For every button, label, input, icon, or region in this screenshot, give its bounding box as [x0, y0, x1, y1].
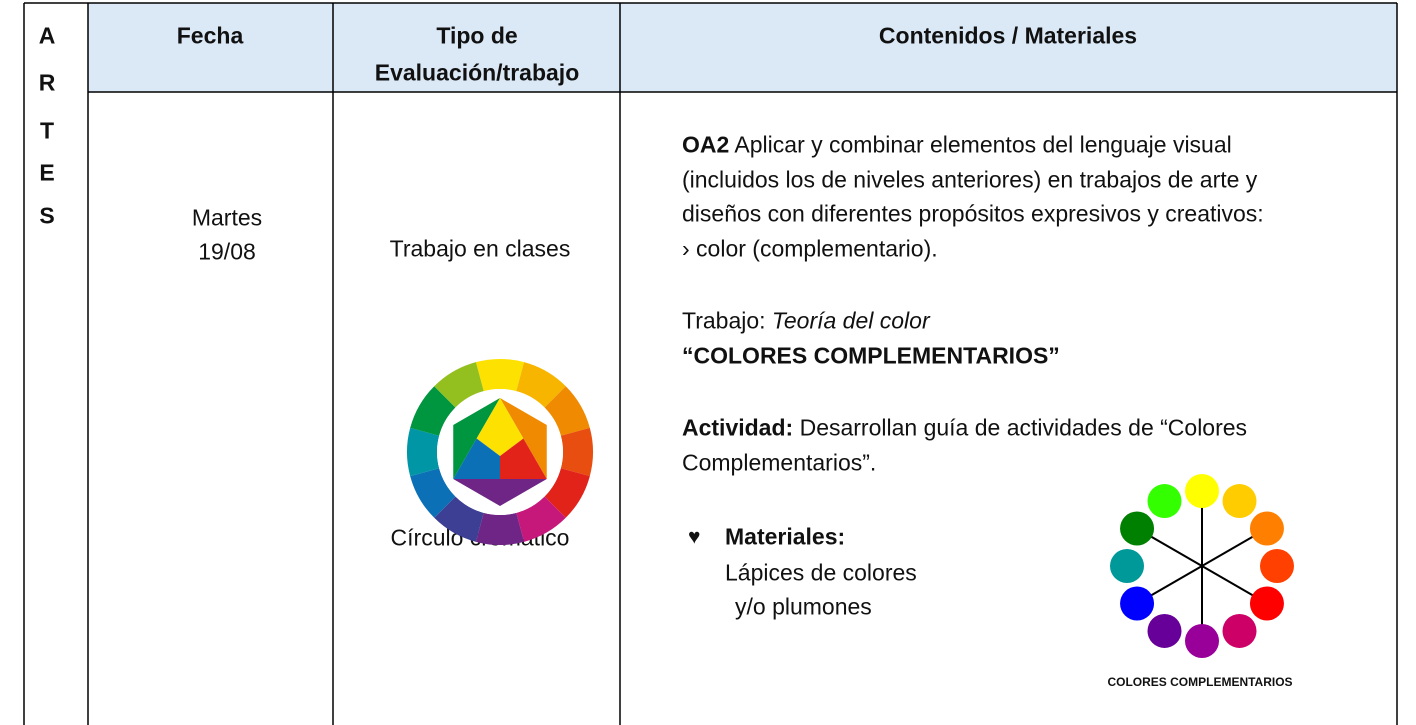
wheel-segment: [516, 362, 566, 408]
work-label: Trabajo:: [682, 307, 766, 334]
color-dot: [1185, 624, 1219, 658]
wheel-segment: [516, 496, 566, 542]
wheel-segment: [544, 468, 590, 518]
header-work-type: Tipo de: [436, 22, 518, 49]
activity-line: Actividad: Desarrollan guía de actividad…: [682, 414, 1248, 441]
work-line: Trabajo: Teoría del color: [682, 307, 930, 334]
header-date: Fecha: [176, 22, 244, 49]
wheel-segment: [560, 427, 593, 477]
work-type: Trabajo en clases: [389, 235, 571, 262]
wheel-segment: [434, 362, 484, 408]
work-topic: Teoría del color: [771, 307, 930, 334]
color-dot: [1120, 586, 1155, 621]
header-background: [88, 3, 1397, 92]
side-letter: E: [39, 159, 55, 186]
side-letter: R: [38, 69, 56, 96]
activity-label: Actividad:: [682, 414, 794, 441]
objective-line: (incluidos los de niveles anteriores) en…: [682, 166, 1258, 193]
wheel-segment: [544, 386, 590, 436]
color-dot: [1147, 484, 1182, 519]
materials-line: Lápices de colores: [725, 559, 917, 586]
hex-part: [500, 438, 547, 479]
color-dot: [1249, 511, 1284, 546]
wheel-segment: [406, 427, 440, 477]
diagram-caption: COLORES COMPLEMENTARIOS: [1107, 675, 1293, 689]
wheel-segment: [410, 468, 456, 518]
hex-part: [453, 479, 547, 506]
activity-line: Complementarios”.: [682, 449, 877, 476]
color-dot: [1185, 474, 1219, 508]
date-day: Martes: [191, 204, 263, 231]
materials-label: Materiales:: [725, 523, 846, 550]
complement-line: [1136, 527, 1268, 605]
color-dot: [1222, 613, 1257, 648]
color-dot: [1260, 549, 1294, 583]
objective-line: OA2 Aplicar y combinar elementos del len…: [682, 131, 1232, 158]
objective-line: diseños con diferentes propósitos expres…: [682, 200, 1264, 227]
color-dot: [1249, 586, 1284, 621]
bullet: ♥: [688, 525, 701, 549]
hex-part: [476, 398, 524, 456]
color-dot: [1147, 613, 1182, 648]
hex-part: [453, 438, 500, 479]
materials-line: y/o plumones: [735, 593, 872, 620]
header-work-type: Evaluación/trabajo: [374, 59, 580, 86]
wheel-segment: [410, 386, 456, 436]
objective-text: Aplicar y combinar elementos del lenguaj…: [734, 131, 1232, 158]
side-letter: A: [38, 22, 56, 49]
color-dot: [1222, 484, 1257, 519]
wheel-segment: [475, 358, 525, 392]
work-title: “COLORES COMPLEMENTARIOS”: [682, 342, 1060, 369]
objective-line: › color (complementario).: [682, 235, 938, 262]
wheel-segment: [434, 496, 484, 542]
color-dot: [1120, 511, 1155, 546]
side-letter: S: [39, 202, 55, 229]
header-contents: Contenidos / Materiales: [878, 22, 1138, 49]
side-letter: T: [39, 117, 55, 144]
color-dot: [1110, 549, 1144, 583]
wheel-segment: [475, 512, 525, 546]
date-value: 19/08: [198, 238, 256, 265]
activity-text: Desarrollan guía de actividades de “Colo…: [799, 414, 1248, 441]
objective-code: OA2: [682, 131, 730, 158]
